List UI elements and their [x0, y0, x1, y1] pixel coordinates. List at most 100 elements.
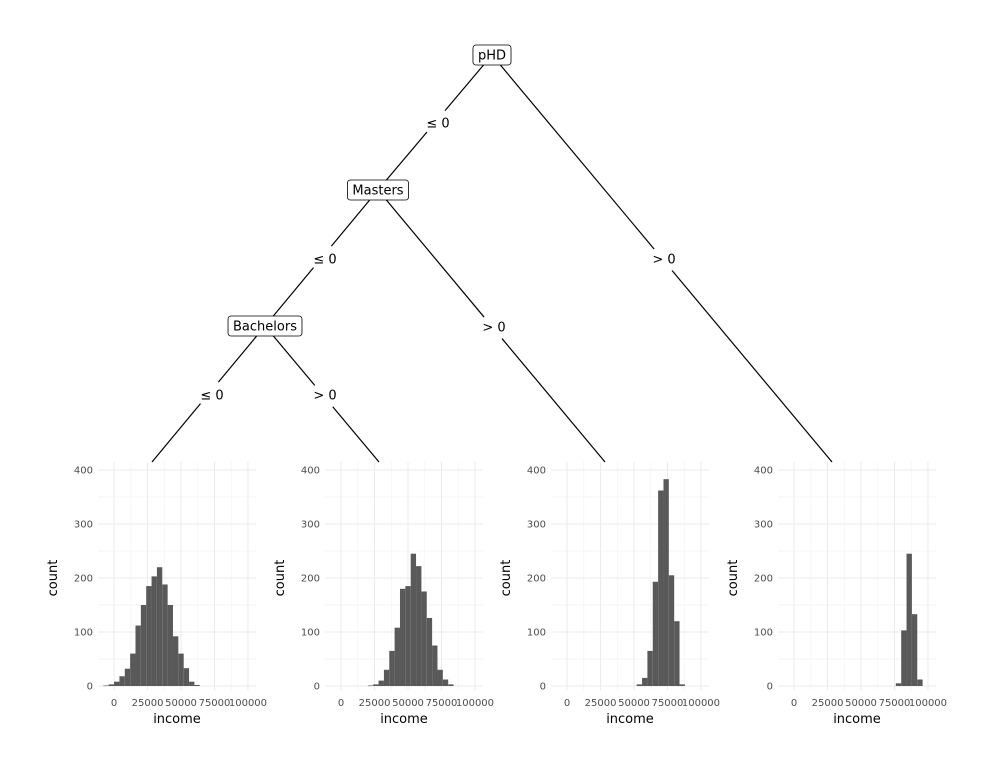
- y-tick-label: 100: [527, 628, 546, 639]
- histogram-bar: [437, 669, 443, 686]
- histogram-bar: [167, 605, 173, 686]
- histogram-bar: [911, 614, 918, 686]
- histogram-bar: [183, 668, 190, 686]
- histogram-bar: [647, 650, 653, 686]
- node-label-bachelors: Bachelors: [233, 320, 297, 335]
- histogram-bar: [146, 586, 152, 686]
- histogram-bar: [410, 553, 417, 686]
- histogram-bar: [394, 627, 400, 686]
- y-tick-label: 300: [527, 520, 546, 531]
- y-axis-title: count: [46, 560, 61, 597]
- edge-masters-leaf3-lower: [501, 338, 606, 463]
- y-tick-label: 400: [527, 466, 546, 477]
- edge-bachelors-leaf2-lower: [332, 406, 380, 463]
- x-tick-label: 50000: [392, 698, 424, 709]
- histogram-bar: [901, 630, 907, 686]
- histogram-bar: [178, 653, 184, 686]
- node-box-masters: [347, 179, 409, 201]
- histogram-bar: [679, 684, 685, 686]
- x-tick-label: 100000: [229, 698, 267, 709]
- node-bachelors: Bachelors: [227, 315, 303, 337]
- tree-nodes: pHD Masters Bachelors: [227, 44, 512, 337]
- y-tick-label: 100: [301, 628, 320, 639]
- node-masters: Masters: [347, 179, 409, 201]
- histogram-bar: [658, 490, 664, 686]
- histogram-bar: [194, 684, 200, 686]
- x-axis-title: income: [606, 712, 654, 727]
- y-tick-label: 0: [87, 682, 93, 693]
- y-tick-label: 200: [74, 574, 93, 585]
- edge-label-bachelors-leaf1: ≤ 0: [200, 389, 223, 404]
- y-tick-label: 400: [74, 466, 93, 477]
- y-tick-label: 100: [754, 628, 773, 639]
- node-box-phd: [472, 44, 512, 66]
- histogram-bar: [140, 605, 147, 686]
- histogram-bar: [405, 586, 411, 686]
- histogram-bar: [636, 684, 643, 686]
- histogram-bar: [421, 591, 427, 686]
- x-tick-label: 50000: [845, 698, 877, 709]
- edge-label-masters-leaf3: > 0: [482, 321, 505, 336]
- histogram-bar: [373, 684, 379, 686]
- y-tick-label: 300: [301, 520, 320, 531]
- x-tick-label: 100000: [456, 698, 494, 709]
- y-tick-label: 400: [301, 466, 320, 477]
- x-tick-label: 25000: [359, 698, 391, 709]
- x-tick-label: 100000: [682, 698, 720, 709]
- histogram-bar: [642, 677, 648, 686]
- histogram-bar: [906, 553, 912, 686]
- histogram-bar: [432, 645, 438, 686]
- y-tick-label: 200: [301, 574, 320, 585]
- histogram-bar: [448, 684, 454, 686]
- y-axis-title: count: [273, 560, 288, 597]
- histogram-bar: [668, 575, 675, 686]
- y-tick-label: 0: [540, 682, 546, 693]
- x-axis-title: income: [833, 712, 881, 727]
- x-tick-label: 25000: [132, 698, 164, 709]
- histogram-bar: [124, 668, 131, 686]
- histogram-bar: [442, 679, 449, 686]
- node-box-bachelors: [227, 315, 303, 337]
- histogram-bar: [103, 685, 109, 687]
- edge-label-masters-bachelors: ≤ 0: [313, 253, 336, 268]
- node-phd: pHD: [472, 44, 512, 66]
- histogram-bar: [367, 685, 374, 687]
- histogram-bar: [108, 684, 115, 686]
- y-tick-label: 300: [74, 520, 93, 531]
- y-tick-label: 0: [767, 682, 773, 693]
- x-tick-label: 50000: [165, 698, 197, 709]
- histogram-bar: [674, 621, 680, 686]
- x-axis-title: income: [380, 712, 428, 727]
- edge-phd-leaf4-upper: [491, 54, 655, 250]
- y-axis-title: count: [499, 560, 514, 597]
- histogram-bar: [399, 588, 406, 686]
- edge-phd-leaf4-lower: [671, 270, 833, 463]
- histogram-bar: [389, 650, 395, 686]
- y-tick-label: 100: [74, 628, 93, 639]
- y-tick-label: 200: [754, 574, 773, 585]
- histogram-bar: [172, 636, 179, 686]
- histogram-bar: [189, 681, 195, 686]
- x-tick-label: 50000: [618, 698, 650, 709]
- edge-bachelors-leaf1-lower: [151, 403, 201, 463]
- x-tick-label: 100000: [909, 698, 947, 709]
- edge-masters-leaf3-upper: [377, 189, 485, 318]
- histogram-bar: [416, 566, 422, 686]
- x-tick-label: 75000: [199, 698, 231, 709]
- histogram-bar: [162, 584, 168, 686]
- x-tick-label: 0: [338, 698, 344, 709]
- x-tick-label: 0: [564, 698, 570, 709]
- node-label-masters: Masters: [352, 184, 403, 199]
- histogram-bar: [383, 669, 390, 686]
- y-tick-label: 400: [754, 466, 773, 477]
- histogram-bar: [130, 653, 136, 686]
- histogram-bar: [895, 683, 902, 686]
- histogram-bar: [119, 676, 125, 686]
- edge-label-bachelors-leaf2: > 0: [313, 389, 336, 404]
- histogram-bar: [378, 680, 384, 686]
